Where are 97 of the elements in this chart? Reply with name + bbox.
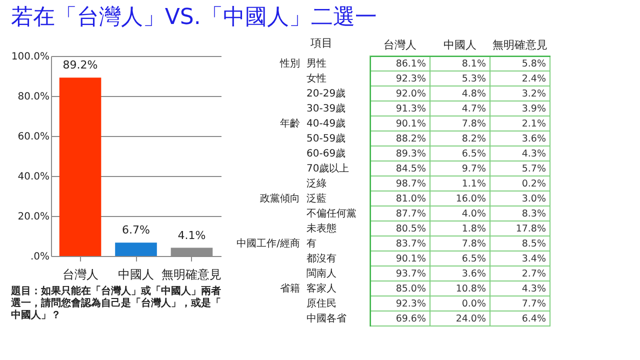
data-label: 83.7% xyxy=(396,238,426,250)
y2-tick-label: 省籍 xyxy=(280,282,300,294)
data-label: 3.2% xyxy=(522,88,546,100)
data-label: 7.8% xyxy=(462,238,486,250)
y-tick-label: 客家人 xyxy=(306,282,336,294)
y-tick-label: 20-29歲 xyxy=(306,88,346,100)
x-tick-label: 無明確意見 xyxy=(162,268,222,282)
text: 題目：如果只能在「台灣人」或「中國人」兩者選一，請問您會認為自己是「台灣人」，或是「中國人」？ xyxy=(10,285,221,321)
data-label: 91.3% xyxy=(396,104,426,114)
x-tick-label: 台灣人 xyxy=(384,38,416,52)
data-label: 2.1% xyxy=(522,118,546,130)
data-label: 5.7% xyxy=(522,164,546,174)
data-label: 3.6% xyxy=(462,268,486,280)
y-axis-title: 項目 xyxy=(310,36,332,50)
data-label: 6.4% xyxy=(522,314,546,324)
y-tick-label: 有 xyxy=(306,238,316,250)
data-label: 92.3% xyxy=(396,298,426,310)
data-label: 4.3% xyxy=(522,284,546,294)
y-tick-label: 中國各省 xyxy=(306,312,346,324)
data-label: 89.3% xyxy=(396,148,426,160)
data-label: 3.9% xyxy=(522,104,546,114)
x-tick-label: 中國人 xyxy=(118,268,154,282)
data-label: 24.0% xyxy=(456,314,486,324)
y-tick-label: 80.0% xyxy=(18,92,50,102)
data-label: 85.0% xyxy=(396,284,426,294)
data-label: 93.7% xyxy=(396,268,426,280)
data-label: 4.3% xyxy=(522,148,546,160)
data-label: 86.1% xyxy=(396,58,426,70)
y-tick-label: 不偏任何黨 xyxy=(306,208,356,220)
bar xyxy=(59,78,102,256)
data-label: 2.7% xyxy=(522,268,546,280)
data-label: 2.4% xyxy=(522,74,546,84)
data-label: 3.4% xyxy=(522,254,546,264)
data-label: 3.0% xyxy=(522,194,546,204)
data-label: 89.2% xyxy=(62,58,98,72)
y-tick-label: 女性 xyxy=(306,72,326,84)
y-tick-label: 70歲以上 xyxy=(306,162,350,174)
y2-tick-label: 政黨傾向 xyxy=(260,192,300,204)
data-label: 9.7% xyxy=(462,164,486,174)
x-tick-label: 無明確意見 xyxy=(492,38,548,52)
y-tick-label: 20.0% xyxy=(18,212,50,222)
data-label: 16.0% xyxy=(456,194,486,204)
y-tick-label: 60.0% xyxy=(18,132,50,142)
data-label: 87.7% xyxy=(396,208,426,220)
data-label: 17.8% xyxy=(516,224,546,234)
y-tick-label: 40-49歲 xyxy=(306,118,346,130)
data-label: 4.0% xyxy=(462,208,486,220)
y-tick-label: 未表態 xyxy=(306,222,336,234)
y-tick-label: 閩南人 xyxy=(306,268,336,280)
data-label: 8.3% xyxy=(522,208,546,220)
y-tick-label: .0% xyxy=(30,252,50,262)
data-label: 90.1% xyxy=(396,254,426,264)
data-label: 81.0% xyxy=(396,194,426,204)
data-label: 8.2% xyxy=(462,134,486,144)
data-label: 1.8% xyxy=(462,224,486,234)
data-label: 92.0% xyxy=(396,88,426,100)
data-label: 4.7% xyxy=(462,104,486,114)
data-label: 1.1% xyxy=(462,178,486,190)
data-label: 8.1% xyxy=(462,58,486,70)
data-label: 4.8% xyxy=(462,88,486,100)
chart-title: 若在「台灣人」VS.「中國人」二選一 xyxy=(10,5,377,30)
data-label: 7.7% xyxy=(522,298,546,310)
data-label: 5.3% xyxy=(462,74,486,84)
data-label: 3.6% xyxy=(522,134,546,144)
x-tick-label: 台灣人 xyxy=(62,268,98,282)
y-tick-label: 30-39歲 xyxy=(306,102,346,114)
data-label: 69.6% xyxy=(396,314,426,324)
data-label: 80.5% xyxy=(396,224,426,234)
data-label: 92.3% xyxy=(396,74,426,84)
data-label: 6.5% xyxy=(462,254,486,264)
x-tick-label: 中國人 xyxy=(444,38,476,52)
bar xyxy=(115,242,157,256)
data-label: 6.5% xyxy=(462,148,486,160)
data-label: 84.5% xyxy=(396,164,426,174)
y-tick-label: 60-69歲 xyxy=(306,148,346,160)
y-tick-label: 100.0% xyxy=(11,52,50,62)
data-label: 98.7% xyxy=(396,178,426,190)
data-label: 7.8% xyxy=(462,118,486,130)
y2-tick-label: 中國工作/經商 xyxy=(236,238,300,250)
data-label: 90.1% xyxy=(396,118,426,130)
y2-tick-label: 性別 xyxy=(279,58,300,70)
y-tick-label: 50-59歲 xyxy=(306,132,346,144)
y-tick-label: 都沒有 xyxy=(306,252,336,264)
data-label: 4.1% xyxy=(178,228,206,242)
data-label: 6.7% xyxy=(122,224,150,237)
y-tick-label: 泛藍 xyxy=(306,192,326,204)
data-label: 5.8% xyxy=(522,58,546,70)
data-label: 0.2% xyxy=(522,178,546,190)
y-tick-label: 40.0% xyxy=(18,172,50,182)
y-tick-label: 男性 xyxy=(306,58,326,70)
data-label: 8.5% xyxy=(522,238,546,250)
data-label: 0.0% xyxy=(462,298,486,310)
data-label: 10.8% xyxy=(456,284,486,294)
y2-tick-label: 年齡 xyxy=(280,118,300,130)
y-tick-label: 原住民 xyxy=(306,298,336,310)
data-label: 88.2% xyxy=(396,134,426,144)
y-tick-label: 泛綠 xyxy=(306,178,326,190)
